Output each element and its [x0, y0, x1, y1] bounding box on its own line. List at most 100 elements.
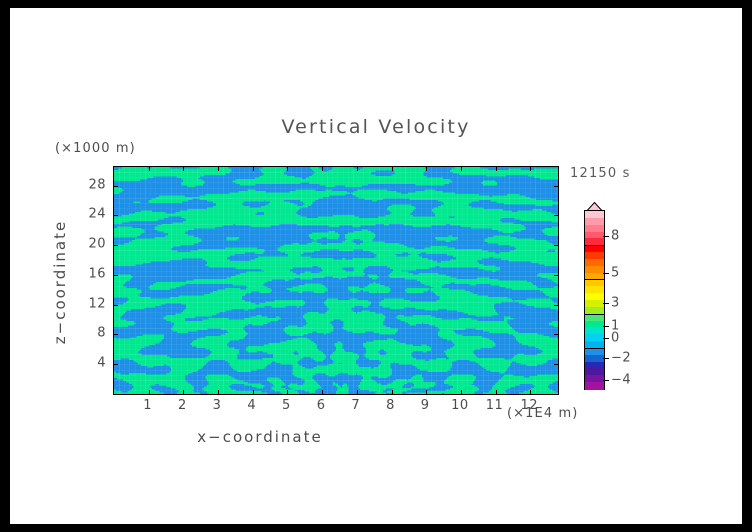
x-axis-tick	[287, 390, 289, 395]
x-axis-tick	[148, 166, 150, 171]
x-axis-tick-label: 3	[212, 398, 222, 413]
x-axis-units: (×1E4 m)	[507, 406, 579, 421]
heatmap-field	[114, 167, 558, 394]
x-axis-tick-label: 4	[247, 398, 257, 413]
x-axis-tick-label: 9	[420, 398, 430, 413]
x-axis-tick	[495, 390, 497, 395]
y-axis-tick-label: 4	[97, 355, 106, 371]
x-axis-tick	[391, 390, 393, 395]
x-axis-tick	[495, 166, 497, 171]
y-axis-tick-label: 28	[88, 177, 106, 193]
x-axis-tick	[356, 166, 358, 171]
colorbar-tick	[603, 236, 609, 237]
colorbar-tick-label: 5	[611, 265, 620, 281]
x-axis-tick-label: 12	[520, 398, 539, 413]
colorbar-divider	[585, 347, 604, 349]
colorbar-divider	[585, 245, 604, 247]
colorbar-segment	[585, 368, 604, 376]
colorbar-segment	[585, 258, 604, 267]
colorbar-segment	[585, 265, 604, 274]
x-axis-tick-label: 8	[386, 398, 395, 413]
y-axis-tick	[554, 185, 559, 187]
y-axis-tick-label: 20	[88, 236, 106, 252]
x-axis-tick	[183, 166, 185, 171]
y-axis-tick	[113, 185, 118, 187]
x-axis-tick-label: 11	[485, 398, 504, 413]
colorbar-tick	[603, 358, 609, 359]
colorbar-segment	[585, 306, 604, 315]
colorbar-tick-label: 3	[611, 295, 620, 311]
y-axis-tick	[113, 245, 118, 247]
colorbar-tick-label: 8	[611, 228, 620, 244]
x-axis-tick	[252, 390, 254, 395]
x-axis-tick	[530, 166, 532, 171]
x-axis-tick	[356, 390, 358, 395]
colorbar-segment	[585, 347, 604, 356]
colorbar-tick	[603, 273, 609, 274]
x-axis-tick	[252, 166, 254, 171]
x-axis-label: x−coordinate	[197, 428, 323, 446]
x-axis-tick	[460, 166, 462, 171]
x-axis-tick	[322, 390, 324, 395]
x-axis-tick	[426, 390, 428, 395]
x-axis-tick	[148, 390, 150, 395]
colorbar	[584, 210, 605, 390]
colorbar-segment	[585, 354, 604, 363]
colorbar-tick	[603, 338, 609, 339]
timestamp-annotation: 12150 s	[570, 166, 631, 181]
y-axis-tick	[113, 334, 118, 336]
colorbar-segment	[585, 252, 604, 260]
colorbar-segment	[585, 224, 604, 233]
y-axis-tick	[554, 364, 559, 366]
x-axis-tick	[391, 166, 393, 171]
colorbar-tick-label: 1	[611, 318, 620, 334]
colorbar-tick	[603, 380, 609, 381]
colorbar-segment	[585, 238, 604, 246]
colorbar-segment	[585, 361, 604, 370]
x-axis-tick	[530, 390, 532, 395]
colorbar-segment	[585, 231, 604, 239]
x-axis-tick-label: 7	[351, 398, 361, 413]
x-axis-tick-label: 2	[177, 398, 187, 413]
x-axis-tick	[218, 166, 220, 171]
colorbar-segment	[585, 211, 604, 219]
colorbar-segment	[585, 300, 604, 308]
x-axis-tick-label: 6	[316, 398, 326, 413]
colorbar-segment	[585, 293, 604, 301]
y-axis-tick	[554, 245, 559, 247]
x-axis-tick-label: 1	[143, 398, 153, 413]
colorbar-segment	[585, 334, 604, 342]
colorbar-tick-label: −2	[611, 350, 632, 366]
colorbar-tick-label: 0	[611, 330, 620, 346]
y-axis-tick	[113, 364, 118, 366]
colorbar-divider	[585, 279, 604, 281]
y-axis-tick	[554, 274, 559, 276]
x-axis-tick	[287, 166, 289, 171]
y-axis-tick	[113, 274, 118, 276]
colorbar-segment	[585, 272, 604, 281]
colorbar-tick	[603, 303, 609, 304]
colorbar-tick	[603, 326, 609, 327]
colorbar-segment	[585, 313, 604, 322]
y-axis-tick-label: 24	[88, 206, 106, 222]
colorbar-segment	[585, 279, 604, 287]
y-axis-tick	[113, 304, 118, 306]
colorbar-segment	[585, 375, 604, 383]
y-axis-tick	[554, 334, 559, 336]
y-axis-tick	[113, 215, 118, 217]
colorbar-segment	[585, 320, 604, 328]
chart-title: Vertical Velocity	[281, 116, 471, 138]
colorbar-segment	[585, 217, 604, 226]
y-axis-tick	[554, 304, 559, 306]
x-axis-tick	[460, 390, 462, 395]
x-axis-tick-label: 10	[451, 398, 469, 413]
x-axis-tick	[218, 390, 220, 395]
y-axis-tick-label: 12	[88, 296, 106, 312]
plot-area	[113, 166, 559, 395]
x-axis-tick-label: 5	[282, 398, 291, 413]
x-axis-tick	[322, 166, 324, 171]
y-axis-tick-label: 16	[88, 266, 106, 282]
colorbar-segment	[585, 245, 604, 253]
figure-canvas: Vertical Velocity 12150 s (×1000 m) (×1E…	[10, 8, 742, 524]
y-axis-label: z−coordinate	[51, 219, 69, 345]
